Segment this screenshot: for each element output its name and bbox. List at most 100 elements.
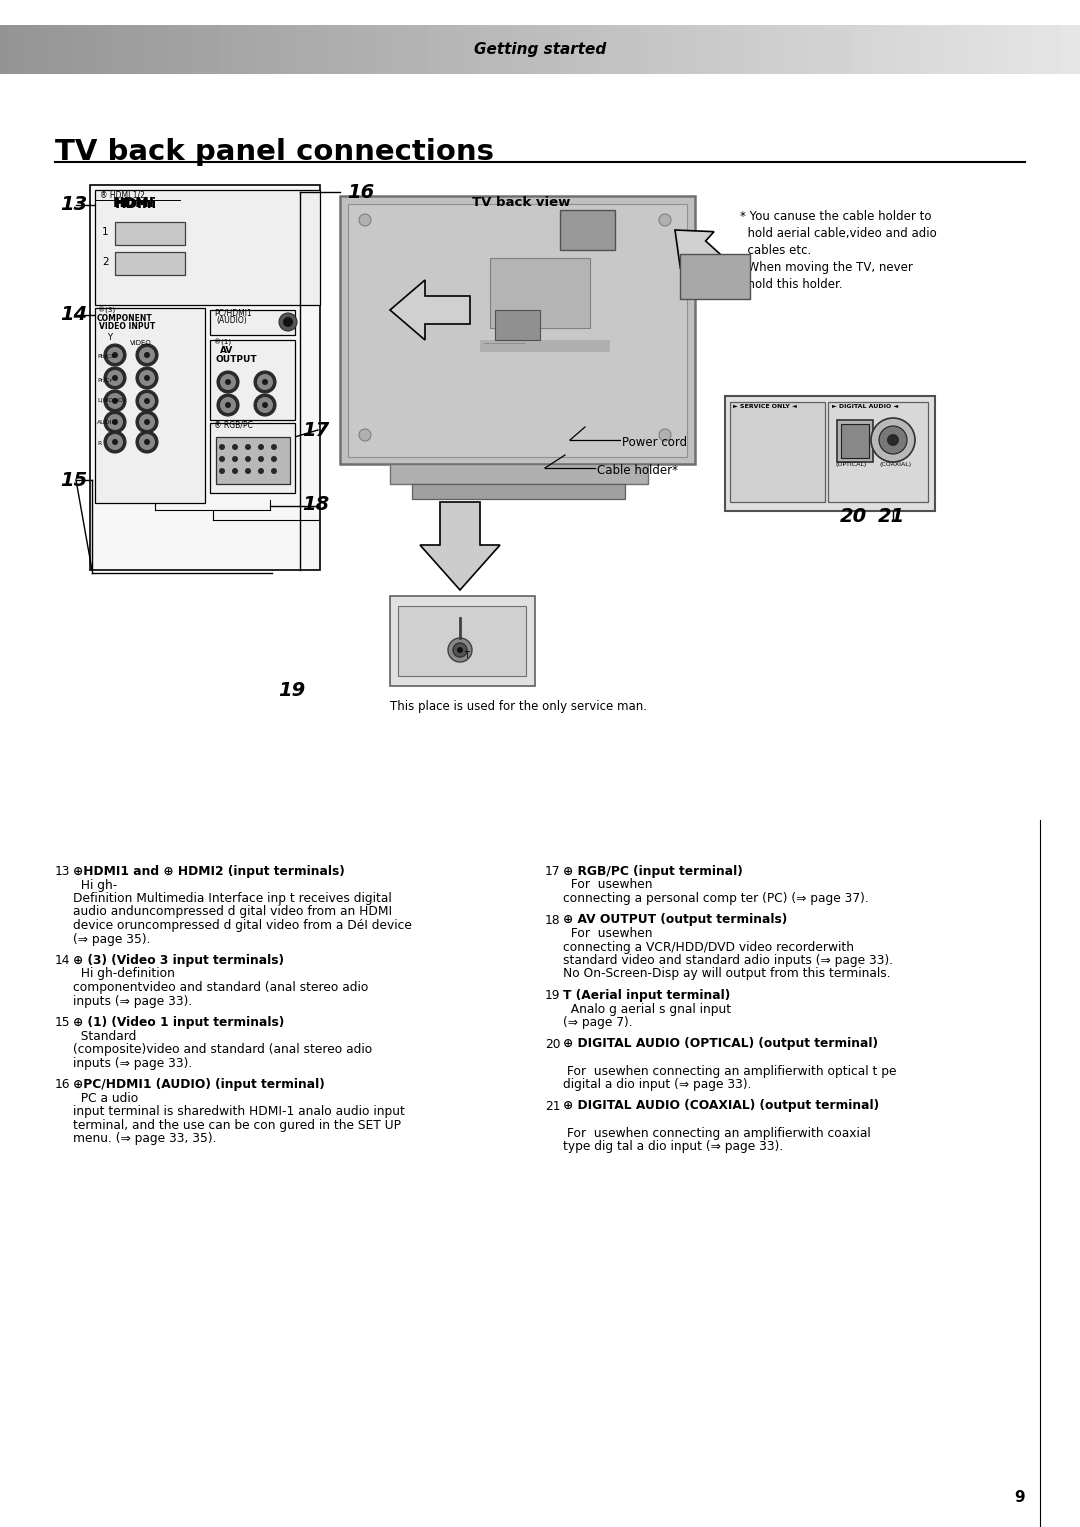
Text: For  usewhen: For usewhen bbox=[563, 878, 652, 892]
Bar bbox=[490, 258, 590, 328]
Circle shape bbox=[144, 438, 150, 444]
Bar bbox=[348, 205, 687, 457]
Text: 18: 18 bbox=[302, 495, 329, 515]
Circle shape bbox=[245, 444, 251, 450]
Circle shape bbox=[220, 397, 237, 412]
Text: (AUDIO): (AUDIO) bbox=[216, 316, 246, 325]
Circle shape bbox=[104, 344, 126, 366]
Text: 15: 15 bbox=[55, 1015, 70, 1029]
Text: cables etc.: cables etc. bbox=[740, 244, 811, 257]
Circle shape bbox=[258, 457, 264, 463]
Text: connecting a personal comp ter (PC) (⇒ page 37).: connecting a personal comp ter (PC) (⇒ p… bbox=[563, 892, 868, 906]
Bar bbox=[114, 252, 185, 275]
Circle shape bbox=[144, 353, 150, 357]
Bar bbox=[561, 211, 615, 250]
Circle shape bbox=[262, 379, 268, 385]
Circle shape bbox=[258, 444, 264, 450]
Circle shape bbox=[136, 431, 158, 454]
Circle shape bbox=[139, 434, 156, 450]
Circle shape bbox=[217, 371, 239, 392]
Text: digital a dio input (⇒ page 33).: digital a dio input (⇒ page 33). bbox=[563, 1078, 752, 1090]
Circle shape bbox=[220, 374, 237, 389]
Circle shape bbox=[225, 402, 231, 408]
Circle shape bbox=[136, 344, 158, 366]
Text: When moving the TV, never: When moving the TV, never bbox=[740, 261, 913, 273]
Circle shape bbox=[453, 643, 467, 657]
Bar bbox=[340, 195, 696, 464]
Text: ► SERVICE ONLY ◄: ► SERVICE ONLY ◄ bbox=[733, 405, 797, 409]
Circle shape bbox=[271, 457, 276, 463]
Circle shape bbox=[254, 371, 276, 392]
Circle shape bbox=[232, 444, 238, 450]
Text: 13: 13 bbox=[60, 195, 87, 214]
Text: VIDEO INPUT: VIDEO INPUT bbox=[99, 322, 156, 331]
Text: ⊕ AV OUTPUT (output terminals): ⊕ AV OUTPUT (output terminals) bbox=[563, 913, 787, 927]
Circle shape bbox=[887, 434, 899, 446]
Circle shape bbox=[279, 313, 297, 331]
Text: Power cord: Power cord bbox=[622, 437, 687, 449]
Text: Standard: Standard bbox=[73, 1029, 136, 1043]
Circle shape bbox=[112, 438, 118, 444]
Text: ⊕ RGB/PC (input terminal): ⊕ RGB/PC (input terminal) bbox=[563, 864, 743, 878]
Circle shape bbox=[144, 399, 150, 405]
Circle shape bbox=[217, 394, 239, 415]
FancyArrow shape bbox=[390, 279, 470, 341]
Bar bbox=[730, 402, 825, 502]
Bar bbox=[210, 341, 295, 420]
Circle shape bbox=[870, 418, 915, 463]
Text: input terminal is sharedwith HDMI-1 analo audio input: input terminal is sharedwith HDMI-1 anal… bbox=[73, 1106, 405, 1118]
Circle shape bbox=[232, 457, 238, 463]
Text: 17: 17 bbox=[302, 420, 329, 440]
Text: connecting a VCR/HDD/DVD video recorderwith: connecting a VCR/HDD/DVD video recorderw… bbox=[563, 941, 854, 953]
Text: HDMI: HDMI bbox=[113, 195, 156, 211]
Circle shape bbox=[254, 394, 276, 415]
Circle shape bbox=[271, 444, 276, 450]
Text: 18: 18 bbox=[545, 913, 561, 927]
Circle shape bbox=[225, 379, 231, 385]
Bar bbox=[210, 310, 295, 334]
Text: device oruncompressed d gital video from a DéI device: device oruncompressed d gital video from… bbox=[73, 919, 411, 931]
Text: terminal, and the use can be con gured in the SET UP: terminal, and the use can be con gured i… bbox=[73, 1118, 401, 1132]
Text: VIDEO: VIDEO bbox=[130, 341, 152, 347]
Text: 1: 1 bbox=[102, 228, 109, 237]
Text: Hi gh-: Hi gh- bbox=[73, 878, 118, 892]
Text: 20: 20 bbox=[545, 1037, 561, 1051]
Circle shape bbox=[659, 214, 671, 226]
Bar bbox=[680, 253, 750, 299]
FancyArrow shape bbox=[675, 231, 739, 289]
Circle shape bbox=[136, 411, 158, 434]
Text: ─────────────: ───────────── bbox=[483, 342, 525, 347]
Text: TV back panel connections: TV back panel connections bbox=[55, 137, 494, 166]
Text: ⊕HDMI1 and ⊕ HDMI2 (input terminals): ⊕HDMI1 and ⊕ HDMI2 (input terminals) bbox=[73, 864, 345, 878]
Text: T (Aerial input terminal): T (Aerial input terminal) bbox=[563, 989, 730, 1002]
Circle shape bbox=[136, 366, 158, 389]
Text: Pb/Cb: Pb/Cb bbox=[97, 354, 116, 359]
Text: (OPTICAL): (OPTICAL) bbox=[836, 463, 867, 467]
Text: PC/HDMI1: PC/HDMI1 bbox=[214, 308, 252, 318]
Text: Pr/Cr: Pr/Cr bbox=[97, 377, 112, 382]
Text: hold aerial cable,video and adio: hold aerial cable,video and adio bbox=[740, 228, 936, 240]
Circle shape bbox=[457, 647, 463, 654]
Bar bbox=[837, 420, 873, 463]
Circle shape bbox=[448, 638, 472, 663]
Text: audio anduncompressed d gital video from an HDMI: audio anduncompressed d gital video from… bbox=[73, 906, 392, 919]
Text: standard video and standard adio inputs (⇒ page 33).: standard video and standard adio inputs … bbox=[563, 954, 893, 967]
Text: Definition Multimedia Interface inp t receives digital: Definition Multimedia Interface inp t re… bbox=[73, 892, 392, 906]
Bar bbox=[411, 484, 625, 499]
Polygon shape bbox=[420, 502, 500, 589]
Circle shape bbox=[104, 366, 126, 389]
Bar bbox=[399, 606, 526, 676]
Text: Hi gh-definition: Hi gh-definition bbox=[73, 968, 175, 980]
Text: 9: 9 bbox=[1014, 1490, 1025, 1506]
Text: ® RGB/PC: ® RGB/PC bbox=[214, 421, 253, 431]
Circle shape bbox=[257, 374, 273, 389]
Text: TV back view: TV back view bbox=[472, 195, 570, 209]
Text: Analo g aerial s gnal input: Analo g aerial s gnal input bbox=[563, 1003, 731, 1015]
Circle shape bbox=[112, 418, 118, 425]
Bar bbox=[725, 395, 935, 512]
Text: 17: 17 bbox=[545, 864, 561, 878]
Text: T: T bbox=[464, 651, 469, 660]
Text: ⊕ DIGITAL AUDIO (COAXIAL) (output terminal): ⊕ DIGITAL AUDIO (COAXIAL) (output termin… bbox=[563, 1099, 879, 1113]
Text: ► DIGITAL AUDIO ◄: ► DIGITAL AUDIO ◄ bbox=[832, 405, 899, 409]
Circle shape bbox=[359, 214, 372, 226]
